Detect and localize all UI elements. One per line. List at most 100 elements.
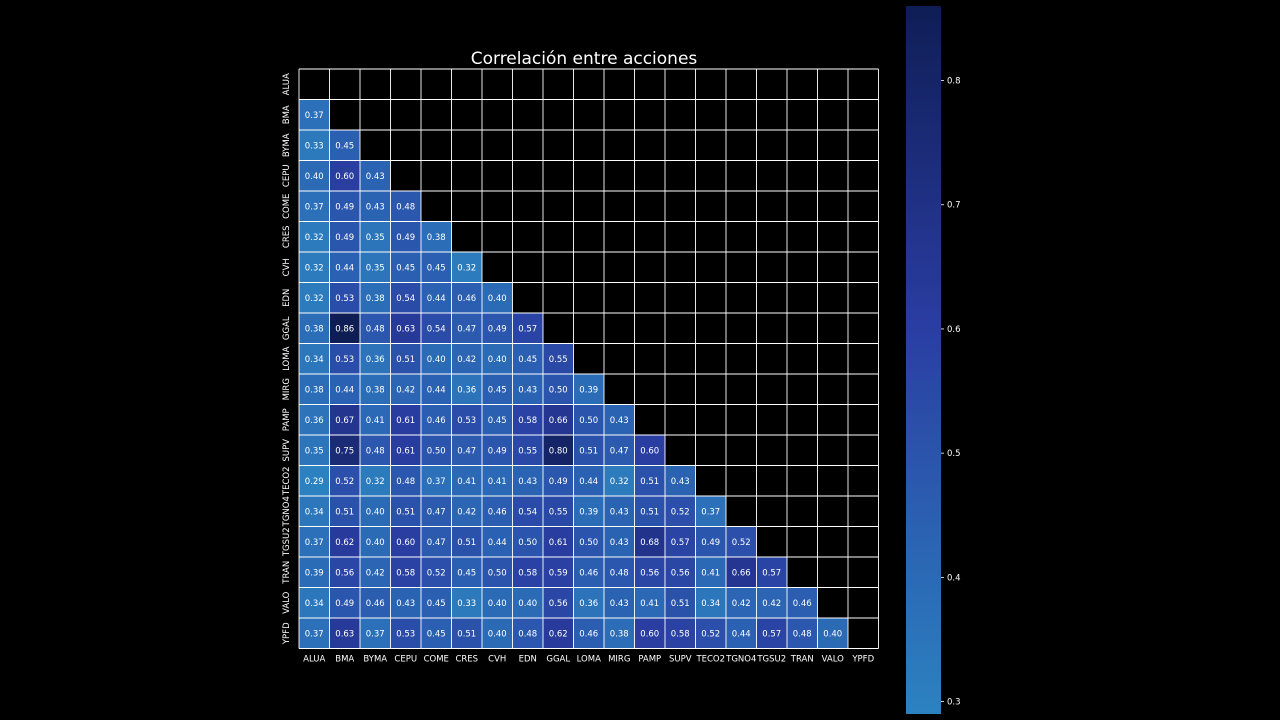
heatmap-cells: 0.37 0.33 0.45 0.40 0.60 0.43 0.37 0.49 0.43 0.48…	[299, 99, 848, 649]
heatmap-cell-TRAN-COME	[421, 557, 452, 588]
cell-value-label: 0.47	[427, 507, 446, 517]
heatmap-cell-TECO2-SUPV	[665, 465, 696, 496]
cell-value-label: 0.42	[732, 599, 751, 609]
heatmap-cell-VALO-CEPU	[390, 587, 421, 618]
cell-value-label: 0.45	[488, 416, 507, 426]
heatmap-cell-COME-BMA	[329, 191, 360, 222]
cell-value-label: 0.43	[396, 599, 415, 609]
heatmap-cell-TGSU2-CRES	[451, 526, 482, 557]
cell-value-label: 0.52	[335, 477, 354, 487]
x-tick-label: CVH	[488, 655, 506, 665]
heatmap-cell-EDN-BYMA	[360, 282, 391, 313]
cell-value-label: 0.62	[549, 629, 568, 639]
cell-value-label: 0.39	[579, 507, 598, 517]
cell-value-label: 0.40	[305, 172, 324, 182]
cell-value-label: 0.44	[427, 385, 446, 395]
heatmap-cell-MIRG-CVH	[482, 374, 513, 405]
heatmap-cell-COME-ALUA	[299, 191, 330, 222]
cell-value-label: 0.56	[335, 568, 354, 578]
cell-value-label: 0.55	[518, 446, 537, 456]
cell-value-label: 0.53	[335, 355, 354, 365]
cell-value-label: 0.40	[488, 355, 507, 365]
heatmap-cell-YPFD-TECO2	[695, 618, 726, 649]
colorbar-tick-label: 0.4	[947, 573, 961, 583]
cell-value-label: 0.61	[396, 416, 415, 426]
heatmap-cell-CVH-BMA	[329, 252, 360, 283]
cell-value-label: 0.51	[396, 507, 415, 517]
cell-value-label: 0.36	[457, 385, 476, 395]
cell-value-label: 0.41	[701, 568, 720, 578]
cell-value-label: 0.59	[549, 568, 568, 578]
cell-value-label: 0.54	[518, 507, 537, 517]
cell-value-label: 0.42	[457, 507, 476, 517]
heatmap-cell-VALO-TRAN	[787, 587, 818, 618]
heatmap-cell-TGNO4-ALUA	[299, 496, 330, 527]
cell-value-label: 0.32	[305, 294, 324, 304]
cell-value-label: 0.34	[701, 599, 720, 609]
heatmap-cell-TRAN-TGNO4	[726, 557, 757, 588]
heatmap-cell-MIRG-CEPU	[390, 374, 421, 405]
cell-value-label: 0.41	[488, 477, 507, 487]
heatmap-cell-EDN-CVH	[482, 282, 513, 313]
cell-value-label: 0.43	[518, 385, 537, 395]
cell-value-label: 0.50	[549, 385, 568, 395]
heatmap-cell-LOMA-CRES	[451, 343, 482, 374]
y-tick-label: LOMA	[282, 346, 292, 370]
heatmap-cell-CRES-COME	[421, 221, 452, 252]
x-tick-label: TRAN	[790, 655, 814, 665]
cell-value-label: 0.49	[701, 538, 720, 548]
heatmap-cell-TGSU2-MIRG	[604, 526, 635, 557]
cell-value-label: 0.51	[579, 446, 598, 456]
cell-value-label: 0.49	[488, 324, 507, 334]
heatmap-cell-GGAL-COME	[421, 313, 452, 344]
cell-value-label: 0.44	[488, 538, 507, 548]
cell-value-label: 0.32	[305, 233, 324, 243]
cell-value-label: 0.63	[335, 629, 354, 639]
heatmap-cell-TECO2-EDN	[512, 465, 543, 496]
y-tick-label: CEPU	[282, 164, 292, 187]
cell-value-label: 0.68	[640, 538, 659, 548]
cell-value-label: 0.56	[671, 568, 690, 578]
cell-value-label: 0.45	[427, 629, 446, 639]
heatmap-cell-TECO2-MIRG	[604, 465, 635, 496]
cell-value-label: 0.35	[305, 446, 324, 456]
cell-value-label: 0.38	[305, 385, 324, 395]
heatmap-gridlines	[298, 68, 879, 649]
cell-value-label: 0.42	[457, 355, 476, 365]
heatmap-cell-PAMP-CVH	[482, 404, 513, 435]
cell-value-label: 0.51	[671, 599, 690, 609]
cell-value-label: 0.44	[335, 385, 354, 395]
heatmap-cell-YPFD-BMA	[329, 618, 360, 649]
heatmap-cell-CRES-ALUA	[299, 221, 330, 252]
cell-value-label: 0.57	[671, 538, 690, 548]
heatmap-cell-CVH-ALUA	[299, 252, 330, 283]
heatmap-cell-VALO-TECO2	[695, 587, 726, 618]
heatmap-cell-YPFD-GGAL	[543, 618, 574, 649]
x-tick-label: YPFD	[851, 655, 874, 665]
heatmap-cell-SUPV-GGAL	[543, 435, 574, 466]
heatmap-cell-YPFD-PAMP	[634, 618, 665, 649]
cell-value-label: 0.80	[549, 446, 568, 456]
cell-value-label: 0.47	[457, 324, 476, 334]
colorbar-tick-label: 0.7	[947, 201, 961, 211]
heatmap-cell-TGNO4-CEPU	[390, 496, 421, 527]
heatmap-cell-CEPU-BYMA	[360, 160, 391, 191]
heatmap-cell-YPFD-LOMA	[573, 618, 604, 649]
heatmap-cell-COME-CEPU	[390, 191, 421, 222]
heatmap-cell-TGNO4-GGAL	[543, 496, 574, 527]
heatmap-cell-TRAN-EDN	[512, 557, 543, 588]
heatmap-cell-SUPV-CVH	[482, 435, 513, 466]
cell-value-label: 0.48	[366, 446, 385, 456]
heatmap-cell-LOMA-ALUA	[299, 343, 330, 374]
cell-value-label: 0.50	[579, 416, 598, 426]
cell-value-label: 0.43	[610, 538, 629, 548]
cell-value-label: 0.37	[701, 507, 720, 517]
heatmap-cell-TECO2-ALUA	[299, 465, 330, 496]
heatmap-cell-LOMA-BMA	[329, 343, 360, 374]
heatmap-cell-TGNO4-BMA	[329, 496, 360, 527]
cell-value-label: 0.53	[457, 416, 476, 426]
cell-value-label: 0.61	[396, 446, 415, 456]
cell-value-label: 0.48	[366, 324, 385, 334]
cell-value-label: 0.53	[396, 629, 415, 639]
